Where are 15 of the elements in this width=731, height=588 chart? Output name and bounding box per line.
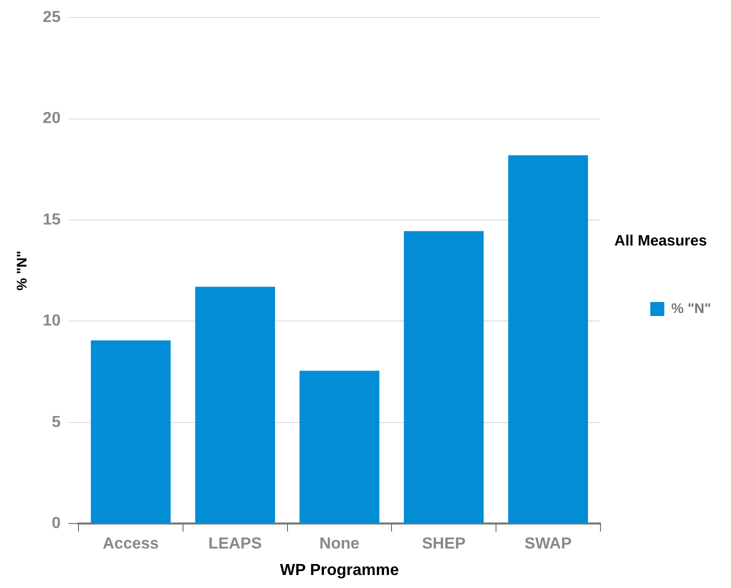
x-tick-label: None bbox=[319, 536, 360, 553]
legend-title: All Measures bbox=[614, 232, 707, 250]
x-axis-title: WP Programme bbox=[280, 562, 399, 579]
x-tick-label: LEAPS bbox=[208, 536, 262, 553]
legend-label: % "N" bbox=[671, 300, 712, 316]
y-axis-title: % "N" bbox=[13, 250, 30, 290]
y-tick-label: 5 bbox=[52, 414, 61, 431]
y-tick-label: 25 bbox=[42, 9, 61, 26]
x-tick-label: SWAP bbox=[524, 536, 572, 553]
y-tick-label: 10 bbox=[42, 312, 61, 330]
x-tick-label: SHEP bbox=[422, 536, 466, 553]
x-tick-label: Access bbox=[102, 536, 159, 553]
y-tick-label: 0 bbox=[52, 515, 61, 532]
y-tick-label: 20 bbox=[42, 110, 61, 128]
y-tick-label: 15 bbox=[42, 211, 61, 228]
